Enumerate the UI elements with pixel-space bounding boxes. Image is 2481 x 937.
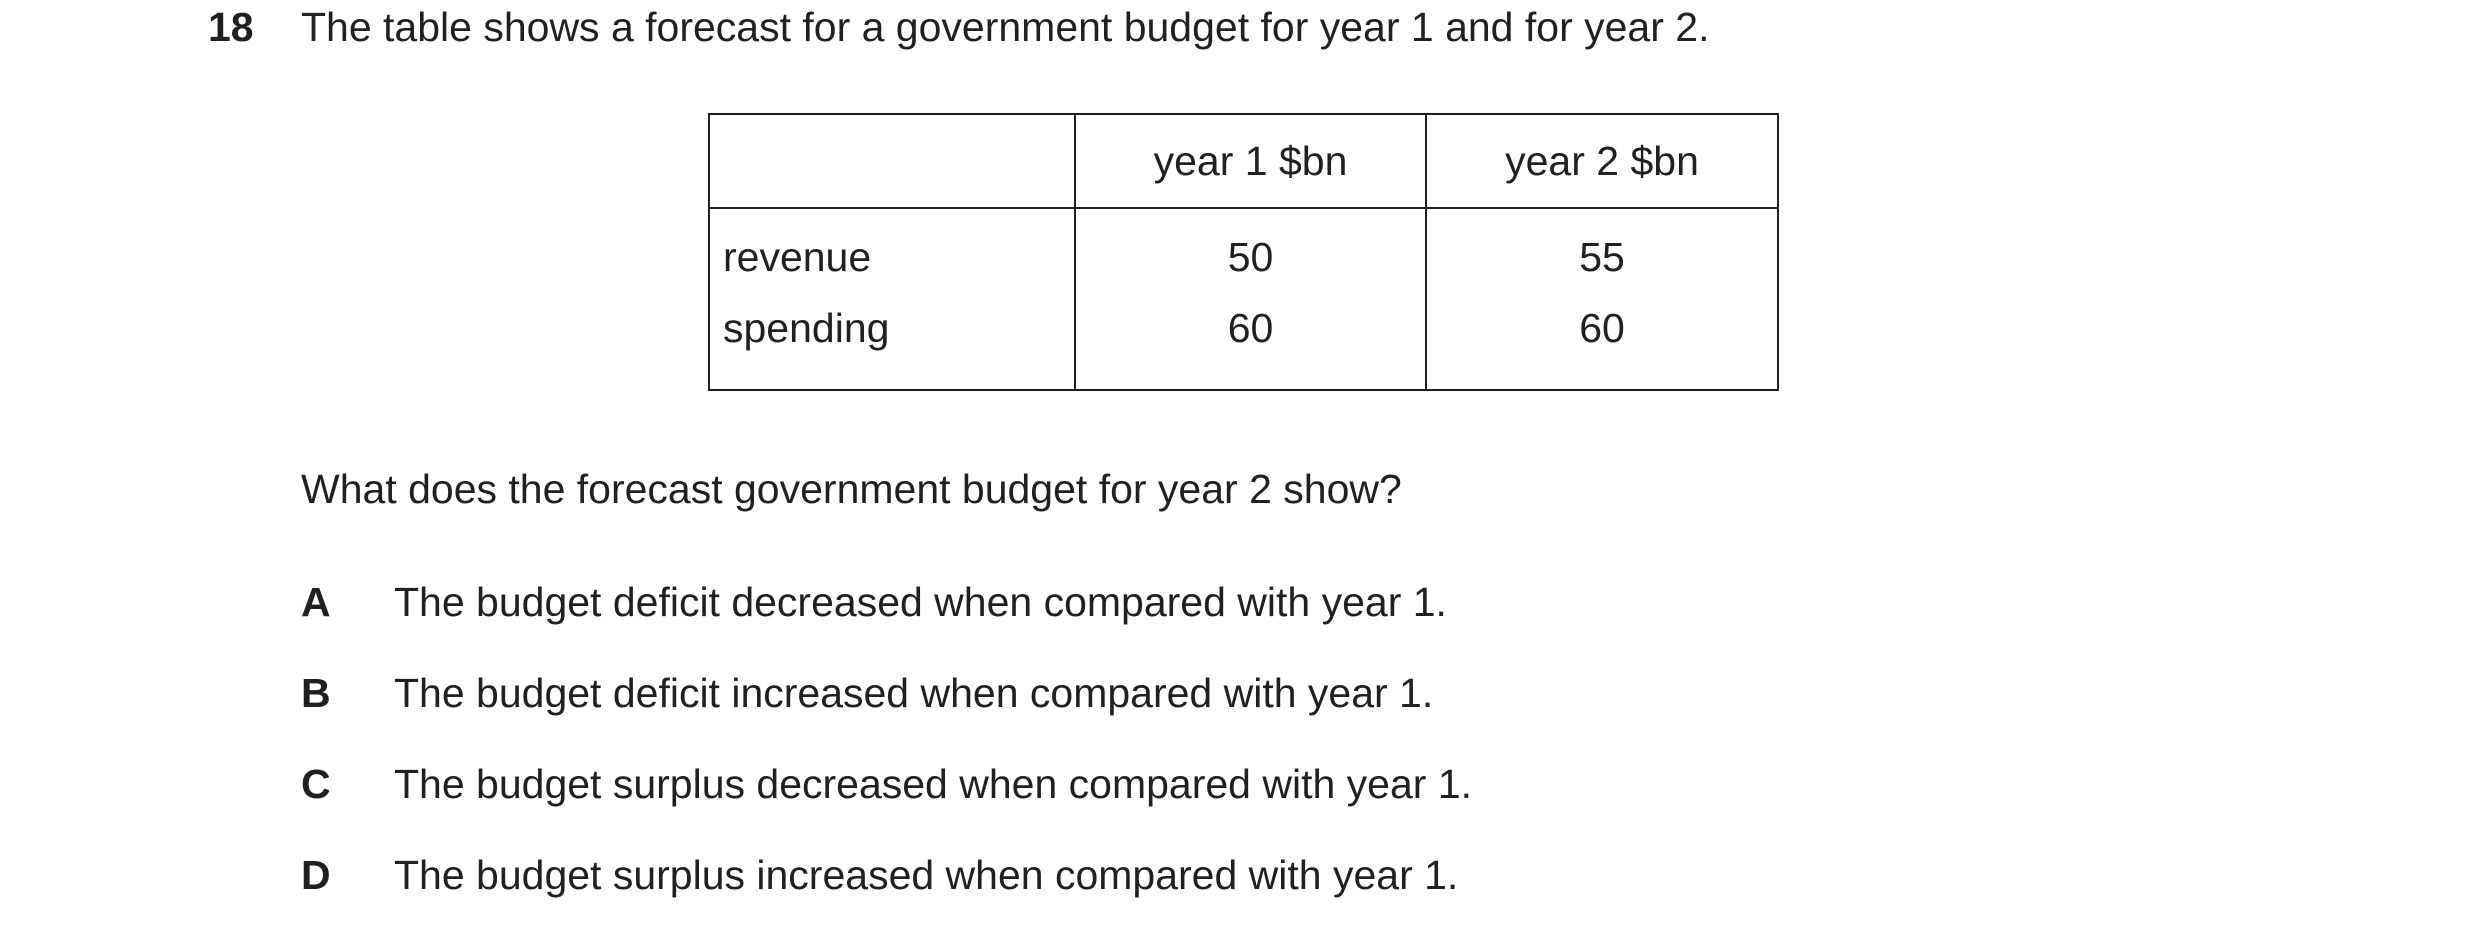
option-text-d: The budget surplus increased when compar…	[394, 852, 1459, 898]
row-label-spending: spending	[708, 299, 1076, 391]
spending-year2-value: 60	[1425, 299, 1779, 391]
question-prompt: What does the forecast government budget…	[301, 466, 1402, 512]
option-c[interactable]: C The budget surplus decreased when compa…	[301, 757, 1472, 811]
table-header-year1: year 1 $bn	[1074, 113, 1427, 209]
spending-year1-value: 60	[1074, 299, 1427, 391]
budget-table: year 1 $bn year 2 $bn revenue 50 55 spen…	[708, 113, 1779, 391]
revenue-year1-value: 50	[1074, 207, 1427, 299]
option-letter-a: A	[301, 579, 331, 625]
option-d[interactable]: D The budget surplus increased when compa…	[301, 848, 1458, 902]
option-text-a: The budget deficit decreased when compar…	[394, 579, 1447, 625]
option-letter-d: D	[301, 852, 331, 898]
option-b[interactable]: B The budget deficit increased when compa…	[301, 666, 1433, 720]
option-letter-b: B	[301, 670, 331, 716]
option-text-c: The budget surplus decreased when compar…	[394, 761, 1473, 807]
row-label-revenue: revenue	[708, 207, 1076, 299]
table-header-row: year 1 $bn year 2 $bn	[708, 113, 1779, 209]
option-letter-c: C	[301, 761, 331, 807]
table-row-revenue: revenue 50 55	[708, 207, 1779, 299]
table-row-spending: spending 60 60	[708, 299, 1779, 391]
question-number: 18	[208, 4, 254, 50]
revenue-year2-value: 55	[1425, 207, 1779, 299]
option-text-b: The budget deficit increased when compar…	[394, 670, 1434, 716]
option-a[interactable]: A The budget deficit decreased when compa…	[301, 575, 1447, 629]
question-stem: The table shows a forecast for a governm…	[301, 4, 1710, 50]
table-header-blank	[708, 113, 1076, 209]
table-header-year2: year 2 $bn	[1425, 113, 1779, 209]
